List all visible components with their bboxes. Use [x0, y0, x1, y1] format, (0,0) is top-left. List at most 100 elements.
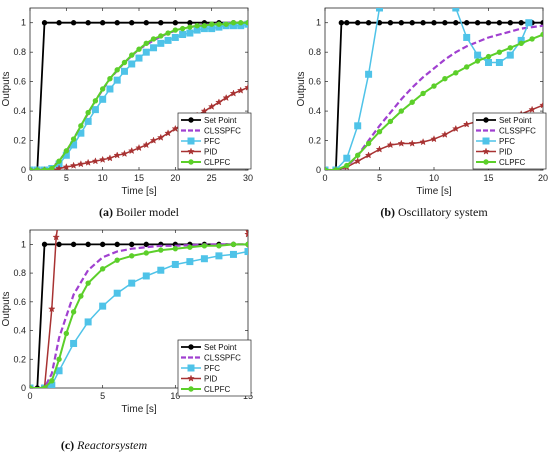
data-point: [379, 0, 385, 4]
data-point: [171, 260, 179, 268]
data-point: [114, 20, 120, 26]
data-point: [63, 330, 70, 337]
series-line: [325, 21, 543, 170]
series-clsspfc: [30, 243, 248, 388]
data-point: [114, 67, 120, 73]
y-axis-label: Outputs: [1, 71, 12, 106]
data-point: [142, 140, 151, 149]
data-point: [355, 152, 361, 158]
data-point: [56, 241, 62, 248]
y-tick-label: 0.6: [13, 77, 26, 87]
data-point: [187, 244, 193, 250]
legend-label: PFC: [204, 137, 220, 146]
x-tick-label: 20: [170, 173, 180, 183]
data-point: [365, 70, 373, 78]
legend-label: Set Point: [204, 116, 237, 125]
data-point: [223, 21, 229, 27]
data-point: [244, 83, 248, 91]
legend-marker: [187, 364, 195, 372]
data-point: [49, 165, 55, 170]
data-point: [398, 20, 404, 26]
data-point: [85, 280, 91, 286]
x-tick-label: 5: [100, 391, 105, 401]
data-point: [70, 339, 78, 347]
data-point: [229, 250, 237, 258]
series-pfc: [30, 248, 248, 388]
legend-marker: [187, 147, 195, 155]
data-point: [114, 241, 120, 248]
caption-label: (c): [61, 438, 77, 452]
caption-label: (a): [99, 205, 116, 219]
y-tick-label: 1: [21, 18, 26, 28]
legend-label: CLPFC: [499, 158, 525, 167]
data-point: [149, 136, 158, 144]
data-point: [540, 31, 543, 38]
data-point: [179, 31, 187, 39]
legend-label: PID: [204, 148, 218, 157]
data-point: [150, 36, 157, 42]
x-tick-label: 10: [170, 391, 180, 401]
y-axis-label: Outputs: [296, 71, 307, 106]
data-point: [99, 86, 106, 92]
legend-label: Set Point: [204, 343, 237, 352]
series-layer: [30, 230, 248, 388]
data-point: [215, 252, 223, 260]
data-point: [474, 51, 482, 59]
y-tick-label: 1: [316, 18, 321, 28]
data-point: [63, 148, 70, 154]
data-point: [518, 40, 524, 47]
data-point: [453, 20, 459, 26]
data-point: [186, 258, 194, 266]
series-clsspfc: [325, 24, 543, 170]
data-point: [442, 20, 448, 26]
data-point: [485, 20, 492, 26]
data-point: [450, 0, 456, 4]
data-point: [52, 233, 60, 241]
data-point: [242, 230, 248, 231]
data-point: [164, 129, 172, 137]
legend-marker: [187, 137, 195, 145]
data-point: [55, 230, 60, 231]
data-point: [200, 255, 208, 263]
series-layer: [30, 20, 248, 170]
x-tick-label: 15: [134, 173, 144, 183]
legend-label: PFC: [204, 364, 220, 373]
data-point: [99, 302, 107, 310]
data-point: [172, 245, 179, 252]
x-tick-label: 20: [538, 173, 548, 183]
legend-marker: [483, 117, 489, 123]
data-point: [70, 309, 77, 315]
legend-label: CLSSPFC: [204, 354, 241, 363]
data-point: [464, 64, 470, 70]
data-point: [419, 138, 427, 146]
data-point: [70, 241, 77, 248]
legend-marker: [483, 159, 489, 165]
data-point: [128, 279, 136, 287]
x-tick-label: 0: [322, 173, 327, 183]
data-point: [506, 51, 514, 59]
data-point: [441, 130, 449, 138]
data-point: [143, 20, 149, 26]
data-point: [85, 20, 91, 26]
data-point: [164, 36, 172, 44]
data-point: [56, 158, 62, 164]
legend-label: CLSSPFC: [499, 127, 536, 136]
data-point: [386, 140, 395, 149]
data-point: [431, 20, 437, 26]
data-point: [364, 151, 373, 159]
data-point: [171, 33, 179, 41]
data-point: [70, 20, 77, 26]
data-point: [539, 101, 543, 109]
data-point: [216, 21, 222, 27]
data-point: [142, 48, 150, 56]
y-tick-label: 0.6: [308, 77, 321, 87]
data-point: [353, 157, 362, 165]
y-tick-label: 0: [21, 383, 26, 393]
data-point: [431, 83, 437, 89]
data-point: [179, 25, 186, 32]
data-point: [244, 230, 248, 238]
legend-marker: [188, 117, 194, 123]
data-point: [157, 39, 165, 47]
data-point: [120, 67, 128, 75]
